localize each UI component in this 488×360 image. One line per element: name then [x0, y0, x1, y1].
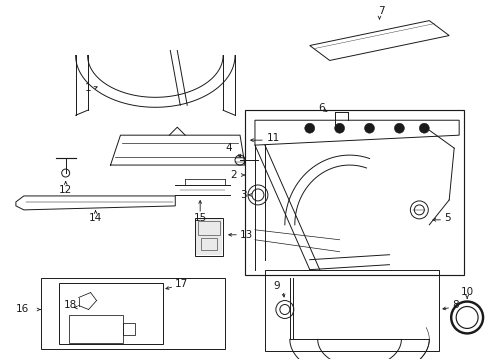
Bar — [264, 270, 438, 351]
Bar — [195, 218, 223, 256]
Text: 15: 15 — [193, 213, 206, 223]
Text: 3: 3 — [240, 190, 246, 200]
Text: 4: 4 — [225, 143, 232, 153]
Text: 12: 12 — [59, 185, 72, 195]
Text: 17: 17 — [175, 279, 188, 289]
Bar — [201, 238, 217, 250]
Circle shape — [334, 123, 344, 133]
Bar — [123, 323, 135, 336]
Bar — [196, 219, 222, 255]
Text: 16: 16 — [16, 305, 29, 315]
Bar — [198, 221, 220, 235]
Circle shape — [394, 123, 404, 133]
Text: 9: 9 — [273, 280, 280, 291]
Text: 2: 2 — [230, 170, 237, 180]
Text: 6: 6 — [318, 103, 325, 113]
Bar — [41, 278, 224, 349]
Text: 11: 11 — [266, 133, 280, 143]
Circle shape — [364, 123, 374, 133]
Circle shape — [419, 123, 428, 133]
Text: 18: 18 — [63, 300, 77, 310]
Bar — [68, 315, 123, 343]
Text: 10: 10 — [460, 287, 473, 297]
Text: 1: 1 — [85, 84, 92, 93]
Bar — [244, 110, 463, 275]
Text: 7: 7 — [377, 6, 384, 15]
Circle shape — [304, 123, 314, 133]
Text: 13: 13 — [240, 230, 253, 240]
Text: 5: 5 — [443, 213, 450, 223]
Text: 14: 14 — [89, 213, 102, 223]
Text: 8: 8 — [451, 300, 458, 310]
Bar — [59, 283, 163, 345]
